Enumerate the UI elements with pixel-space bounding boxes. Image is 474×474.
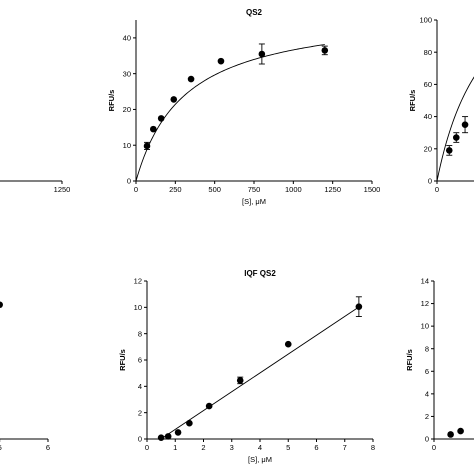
x-tick-label: 8 <box>371 443 375 452</box>
data-point <box>174 429 182 436</box>
y-tick-label: 6 <box>138 356 142 365</box>
y-tick-label: 0 <box>428 177 432 186</box>
data-point <box>157 434 165 441</box>
x-tick-label: 5 <box>286 443 290 452</box>
y-tick-label: 12 <box>134 277 142 286</box>
y-tick-label: 10 <box>123 141 131 150</box>
y-tick-label: 2 <box>138 408 142 417</box>
x-tick-label: 2 <box>201 443 205 452</box>
data-point <box>217 57 225 65</box>
data-point <box>157 115 165 122</box>
data-point <box>258 50 266 58</box>
y-tick-label: 20 <box>123 105 131 114</box>
y-tick-label: 12 <box>421 299 429 308</box>
y-tick-label: 14 <box>421 277 429 286</box>
fit-curve <box>436 76 474 182</box>
y-tick-label: 8 <box>425 344 429 353</box>
y-tick-label: 0 <box>425 435 429 444</box>
data-point <box>236 377 244 384</box>
x-tick-label: 1250 <box>54 185 71 194</box>
x-axis-label: [S], μM <box>248 455 272 464</box>
chart-panel-bottom-left: 56 <box>0 301 50 452</box>
x-tick-label: 0 <box>134 185 138 194</box>
x-tick-label: 250 <box>169 185 182 194</box>
x-tick-label: 500 <box>208 185 221 194</box>
x-tick-label: 0 <box>435 185 439 194</box>
x-tick-label: 7 <box>343 443 347 452</box>
x-tick-label: 750 <box>248 185 261 194</box>
chart-panel-qs2: 0 250 500 750 1000 1250 1500 0 10 20 30 40 QS2 [S], μ… <box>107 8 380 206</box>
x-tick-label: 4 <box>258 443 262 452</box>
chart-title: QS2 <box>246 8 263 17</box>
y-tick-label: 10 <box>421 322 429 331</box>
y-tick-label: 4 <box>425 389 429 398</box>
fit-line <box>160 306 360 440</box>
x-tick-label: 0 <box>432 443 436 452</box>
y-tick-label: 60 <box>424 80 432 89</box>
data-point <box>205 402 213 410</box>
y-axis-label: RFU/s <box>405 349 414 371</box>
y-tick-label: 2 <box>425 412 429 421</box>
data-point <box>164 433 172 440</box>
data-point <box>170 96 178 103</box>
x-axis-label: [S], μM <box>242 197 266 206</box>
x-tick-label: 6 <box>46 443 50 452</box>
y-tick-label: 10 <box>134 303 142 312</box>
data-point <box>143 142 151 150</box>
y-axis-label: RFU/s <box>118 349 127 371</box>
data-point <box>187 75 195 83</box>
y-tick-label: 6 <box>425 367 429 376</box>
x-tick-label: 5 <box>0 443 2 452</box>
x-tick-label: 3 <box>230 443 234 452</box>
y-tick-label: 8 <box>138 329 142 338</box>
x-tick-label: 1250 <box>324 185 341 194</box>
data-point <box>457 427 464 435</box>
chart-panel-top-right: 00 20 40 60 80 100 RFU/s <box>408 16 474 194</box>
data-point <box>186 419 193 427</box>
data-point <box>445 147 453 154</box>
y-tick-label: 4 <box>138 382 142 391</box>
y-tick-label: 40 <box>123 33 131 42</box>
data-point <box>284 340 292 348</box>
fit-curve <box>135 44 325 182</box>
y-tick-label: 40 <box>424 112 432 121</box>
chart-panel-bottom-right: 00 2 4 6 8 10 12 14 RFU/s <box>405 277 474 452</box>
y-tick-label: 100 <box>419 16 432 25</box>
y-tick-label: 30 <box>123 69 131 78</box>
data-point <box>461 121 469 128</box>
y-tick-label: 0 <box>127 177 131 186</box>
x-tick-label: 1000 <box>285 185 302 194</box>
data-point <box>321 47 329 54</box>
y-tick-label: 80 <box>424 48 432 57</box>
x-tick-label: 1 <box>173 443 177 452</box>
x-tick-label: 0 <box>145 443 149 452</box>
data-point <box>447 431 454 438</box>
y-tick-label: 20 <box>424 144 432 153</box>
chart-title: IQF QS2 <box>244 269 276 278</box>
x-tick-label: 6 <box>314 443 318 452</box>
x-tick-label: 1500 <box>364 185 381 194</box>
data-point <box>355 303 363 310</box>
y-axis-label: RFU/s <box>408 90 417 112</box>
y-tick-label: 0 <box>138 435 142 444</box>
data-point <box>0 301 3 309</box>
data-point <box>452 134 460 141</box>
y-axis-label: RFU/s <box>107 90 116 112</box>
data-point <box>150 125 157 133</box>
